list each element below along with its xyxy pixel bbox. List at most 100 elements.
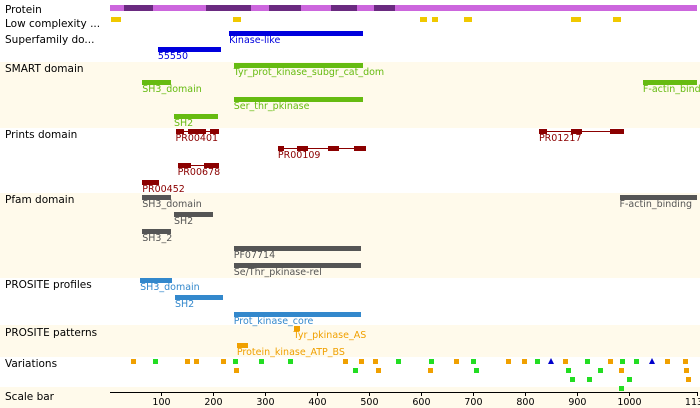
variation-marker[interactable]: [619, 386, 625, 391]
variation-marker[interactable]: [598, 368, 604, 373]
smart-feature-bar[interactable]: [142, 80, 171, 85]
smart-feature-label[interactable]: SH3_domain: [142, 84, 202, 95]
variation-marker[interactable]: [193, 359, 199, 364]
superfamily-feature-label[interactable]: Kinase-like: [229, 35, 281, 46]
variation-marker[interactable]: [352, 368, 358, 373]
superfamily-feature-label[interactable]: 55550: [157, 51, 189, 62]
pfam-feature-label[interactable]: SH3_2: [142, 233, 173, 244]
prints-feature-label[interactable]: PR00109: [277, 150, 321, 161]
variation-marker[interactable]: [429, 359, 435, 364]
variation-marker[interactable]: [563, 359, 569, 364]
variation-marker[interactable]: [471, 359, 477, 364]
pfam-feature-bar[interactable]: [142, 229, 171, 234]
variation-marker[interactable]: [359, 359, 365, 364]
smart-feature-label[interactable]: F-actin_binding: [642, 84, 700, 95]
variation-marker[interactable]: [234, 368, 240, 373]
prints-motif-segment[interactable]: [571, 129, 582, 134]
low-complexity-region[interactable]: [420, 17, 428, 22]
prosite-profiles-feature-label[interactable]: SH3_domain: [140, 282, 200, 293]
low-complexity-region[interactable]: [613, 17, 621, 22]
pfam-feature-bar[interactable]: [619, 195, 697, 200]
variation-marker-triangle[interactable]: [649, 358, 656, 364]
variation-marker[interactable]: [474, 368, 480, 373]
variation-marker[interactable]: [633, 359, 639, 364]
low-complexity-region[interactable]: [232, 17, 241, 22]
prints-motif-segment[interactable]: [610, 129, 625, 134]
smart-feature-bar[interactable]: [233, 63, 363, 68]
variation-marker[interactable]: [619, 359, 625, 364]
pfam-feature-bar[interactable]: [142, 195, 171, 200]
smart-feature-bar[interactable]: [173, 114, 218, 119]
variation-marker[interactable]: [664, 359, 670, 364]
prints-motif-segment[interactable]: [187, 129, 206, 134]
variation-marker[interactable]: [586, 377, 592, 382]
prints-motif-segment[interactable]: [328, 146, 340, 151]
variation-marker[interactable]: [608, 359, 614, 364]
variation-marker[interactable]: [152, 359, 158, 364]
low-complexity-region[interactable]: [464, 17, 472, 22]
variation-marker[interactable]: [184, 359, 190, 364]
pfam-feature-bar[interactable]: [233, 263, 362, 268]
prosite-profiles-feature-label[interactable]: SH2: [174, 299, 195, 310]
pfam-feature-bar[interactable]: [233, 246, 362, 251]
variation-marker[interactable]: [427, 368, 433, 373]
variation-marker[interactable]: [521, 359, 527, 364]
protein-sequence-bar[interactable]: [110, 5, 697, 11]
variation-marker[interactable]: [376, 368, 382, 373]
superfamily-feature-bar[interactable]: [229, 31, 364, 36]
prints-feature-label[interactable]: PR00678: [177, 167, 221, 178]
pfam-feature-label[interactable]: Se/Thr_pkinase-rel: [233, 267, 322, 278]
pfam-feature-label[interactable]: SH3_domain: [142, 199, 202, 210]
low-complexity-region[interactable]: [111, 17, 121, 22]
superfamily-feature-bar[interactable]: [157, 47, 221, 52]
pfam-feature-label[interactable]: SH2: [173, 216, 194, 227]
prints-motif-segment[interactable]: [209, 129, 220, 134]
variation-marker[interactable]: [534, 359, 540, 364]
prosite-profiles-feature-bar[interactable]: [174, 295, 223, 300]
variation-marker[interactable]: [584, 359, 590, 364]
smart-feature-label[interactable]: SH2: [173, 118, 194, 129]
prints-motif-segment[interactable]: [277, 146, 284, 151]
prints-motif-segment[interactable]: [353, 146, 367, 151]
low-complexity-region[interactable]: [570, 17, 581, 22]
variation-marker[interactable]: [373, 359, 379, 364]
pfam-feature-bar[interactable]: [173, 212, 214, 217]
variation-marker[interactable]: [570, 377, 576, 382]
smart-feature-label[interactable]: Tyr_prot_kinase_subgr_cat_dom: [233, 67, 385, 78]
variation-marker[interactable]: [221, 359, 227, 364]
prosite-patterns-feature-label[interactable]: Tyr_pkinase_AS: [293, 330, 367, 341]
prints-motif-segment[interactable]: [538, 129, 547, 134]
smart-feature-bar[interactable]: [233, 97, 363, 102]
variation-marker[interactable]: [683, 359, 689, 364]
prints-feature-label[interactable]: PR00401: [175, 133, 219, 144]
prints-motif-segment[interactable]: [142, 180, 159, 185]
variation-marker[interactable]: [627, 377, 633, 382]
pfam-feature-label[interactable]: F-actin_binding: [619, 199, 692, 210]
prints-motif-segment[interactable]: [175, 129, 184, 134]
prosite-patterns-feature-label[interactable]: Protein_kinase_ATP_BS: [236, 347, 345, 358]
variation-marker[interactable]: [506, 359, 512, 364]
variation-marker[interactable]: [258, 359, 264, 364]
smart-feature-bar[interactable]: [642, 80, 697, 85]
variation-marker[interactable]: [131, 359, 137, 364]
variation-marker[interactable]: [232, 359, 238, 364]
prints-feature-label[interactable]: PR00452: [142, 184, 185, 195]
prints-feature-label[interactable]: PR01217: [538, 133, 582, 144]
prosite-profiles-feature-bar[interactable]: [140, 278, 172, 283]
variation-marker[interactable]: [288, 359, 294, 364]
prints-motif-segment[interactable]: [177, 163, 192, 168]
variation-marker[interactable]: [683, 368, 689, 373]
prints-motif-segment[interactable]: [204, 163, 219, 168]
pfam-feature-label[interactable]: PF07714: [233, 250, 276, 261]
prosite-patterns-feature-bar[interactable]: [293, 326, 300, 331]
variation-marker-triangle[interactable]: [547, 358, 554, 364]
smart-feature-label[interactable]: Ser_thr_pkinase: [233, 101, 310, 112]
variation-marker[interactable]: [343, 359, 349, 364]
prosite-profiles-feature-bar[interactable]: [233, 312, 362, 317]
variation-marker[interactable]: [396, 359, 402, 364]
variation-marker[interactable]: [566, 368, 572, 373]
prosite-profiles-feature-label[interactable]: Prot_kinase_core: [233, 316, 314, 327]
low-complexity-region[interactable]: [431, 17, 439, 22]
variation-marker[interactable]: [685, 377, 691, 382]
variation-marker[interactable]: [618, 368, 624, 373]
